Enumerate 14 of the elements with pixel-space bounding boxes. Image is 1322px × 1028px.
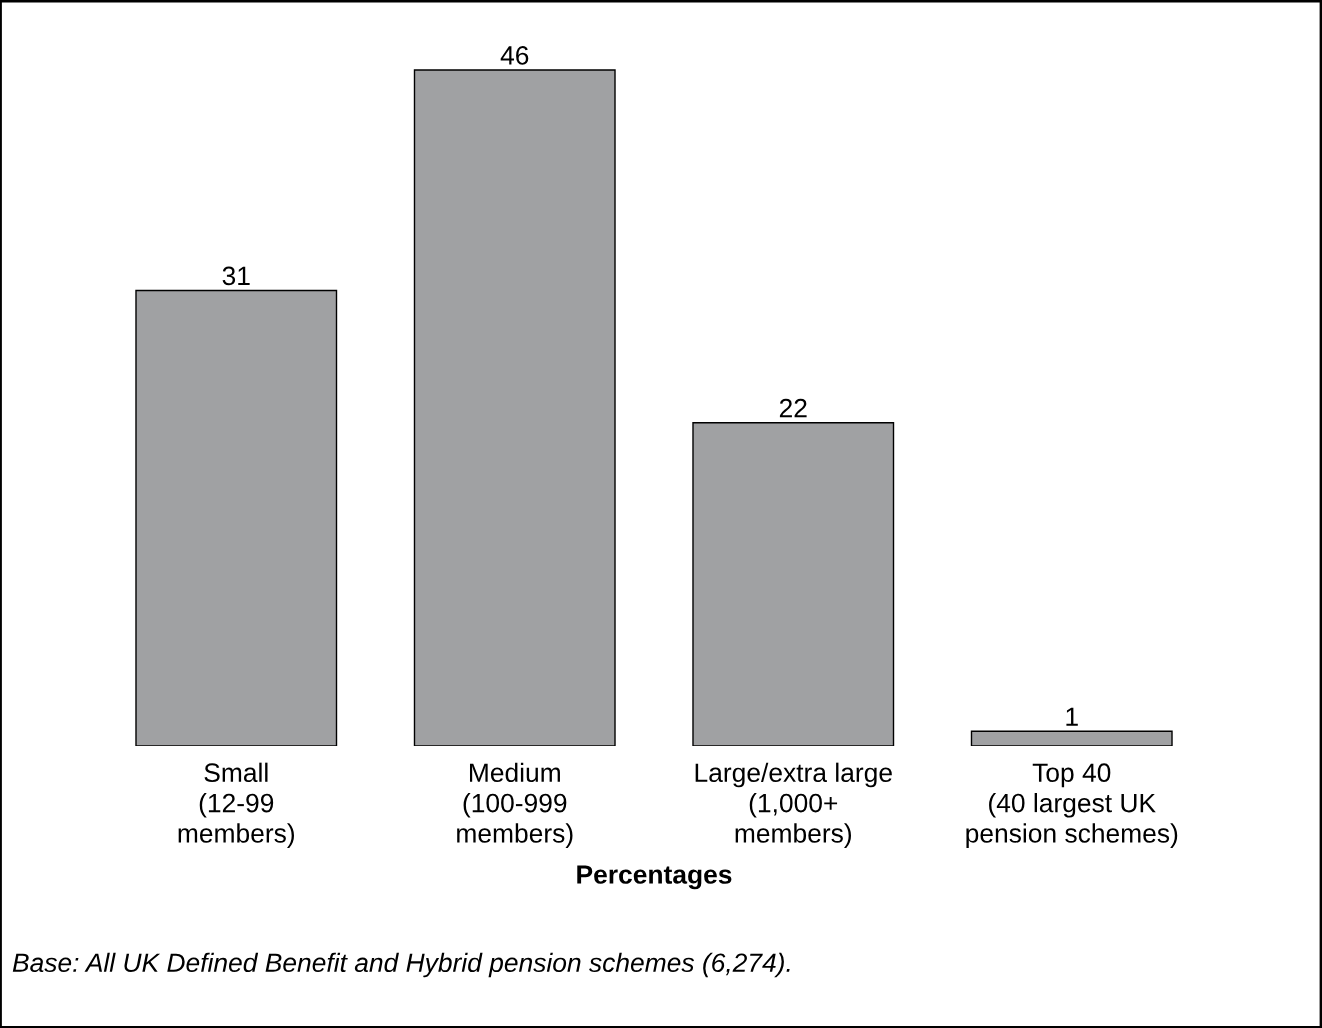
bar [692,422,895,746]
bar [135,289,338,746]
bar [970,730,1173,746]
data-label: 46 [500,46,529,65]
data-label: 22 [779,398,807,418]
text: Base: All UK Defined Benefit and Hybrid pension schemes (6,274). [12,952,790,978]
x-axis-title: Percentages [577,865,732,890]
data-label: 31 [222,266,250,286]
x-tick-label: Large/extra large (1,000+ members) [695,762,892,848]
x-tick-label: Small (12-99 members) [178,762,294,848]
bar [413,69,616,746]
x-tick-label: Top 40 (40 largest UK pension schemes) [966,763,1178,848]
x-tick-label: Medium (100-999 members) [457,762,573,848]
data-label: 1 [1066,707,1078,726]
